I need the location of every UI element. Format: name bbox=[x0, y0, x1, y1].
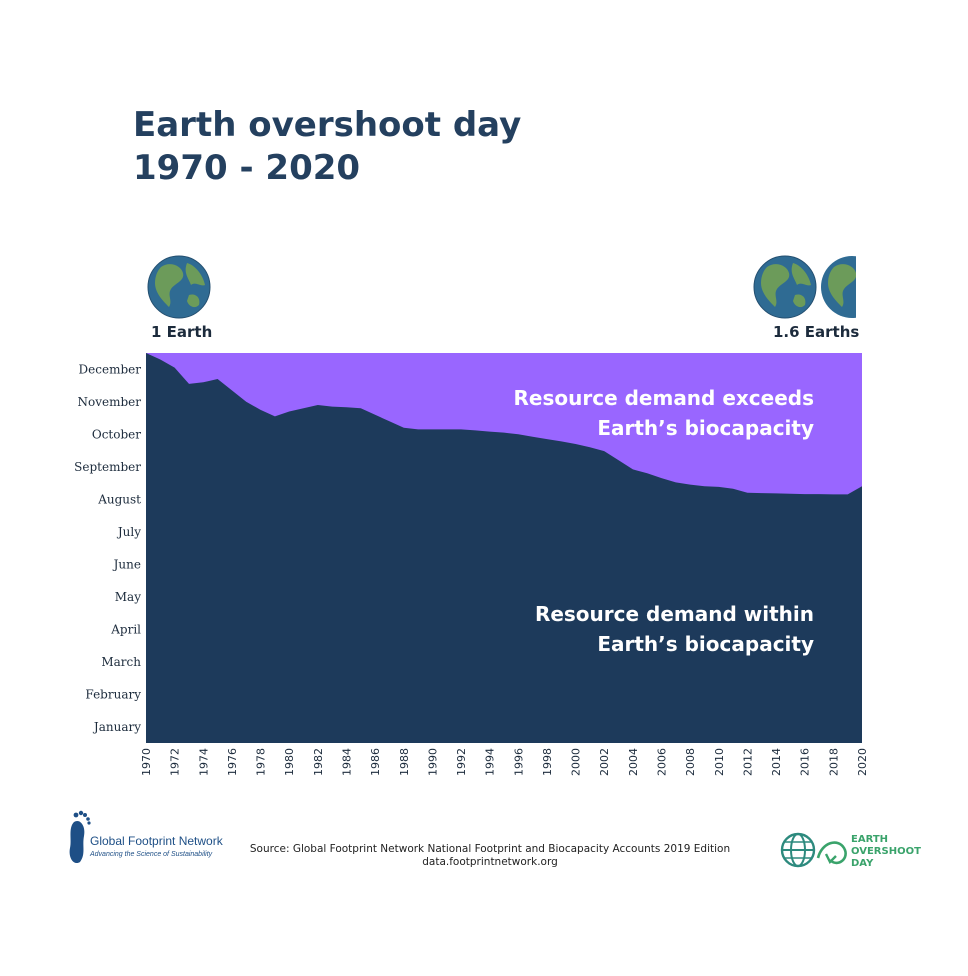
gfn-footprint-icon bbox=[69, 810, 91, 864]
y-tick-may: May bbox=[115, 590, 141, 604]
within-area bbox=[146, 353, 862, 743]
y-tick-september: September bbox=[74, 460, 141, 474]
x-tick-2014: 2014 bbox=[770, 748, 783, 776]
x-tick-1992: 1992 bbox=[455, 748, 468, 776]
x-tick-2010: 2010 bbox=[713, 748, 726, 776]
x-tick-1988: 1988 bbox=[398, 748, 411, 776]
eod-word-3: DAY bbox=[851, 858, 874, 869]
y-axis-labels: January February March April May June July Augu… bbox=[74, 362, 141, 734]
source-line-2: data.footprintnetwork.org bbox=[422, 856, 558, 868]
title-line-1: Earth overshoot day bbox=[133, 105, 522, 145]
x-tick-1974: 1974 bbox=[197, 748, 210, 776]
x-tick-1990: 1990 bbox=[426, 748, 439, 776]
x-tick-2000: 2000 bbox=[570, 748, 583, 776]
x-tick-2018: 2018 bbox=[827, 748, 840, 776]
gfn-logo: Global Footprint Network Advancing the S… bbox=[66, 810, 236, 870]
globe-icon-right-1 bbox=[753, 255, 817, 319]
y-tick-august: August bbox=[97, 492, 141, 506]
annotation-exceeds-line-2: Earth’s biocapacity bbox=[597, 416, 814, 440]
y-tick-july: July bbox=[116, 525, 141, 539]
annotation-exceeds-line-1: Resource demand exceeds bbox=[514, 386, 815, 410]
x-tick-1978: 1978 bbox=[255, 748, 268, 776]
globe-icon-left bbox=[147, 255, 211, 319]
eod-word-1: EARTH bbox=[851, 834, 889, 845]
source-line-1: Source: Global Footprint Network Nationa… bbox=[249, 843, 731, 855]
x-tick-2012: 2012 bbox=[741, 748, 754, 776]
y-tick-february: February bbox=[85, 687, 141, 701]
title-line-2: 1970 - 2020 bbox=[133, 148, 361, 188]
y-tick-april: April bbox=[110, 622, 141, 636]
gfn-tagline: Advancing the Science of Sustainability bbox=[90, 851, 213, 858]
eod-word-2: OVERSHOOT bbox=[851, 846, 921, 857]
annotation-within: Resource demand within Earth’s biocapaci… bbox=[535, 602, 814, 656]
y-tick-october: October bbox=[92, 427, 141, 441]
eod-logo-text: EARTH OVERSHOOT DAY bbox=[851, 834, 921, 870]
globe-label-left: 1 Earth bbox=[151, 323, 213, 341]
annotation-within-line-2: Earth’s biocapacity bbox=[597, 632, 814, 656]
x-axis-labels: 1970 1972 1974 1976 1978 1980 1982 1984 1986 1988… bbox=[140, 748, 869, 776]
x-tick-2020: 2020 bbox=[856, 748, 869, 776]
chart-title: Earth overshoot day 1970 - 2020 bbox=[133, 104, 521, 190]
x-tick-1980: 1980 bbox=[283, 748, 296, 776]
x-tick-1984: 1984 bbox=[341, 748, 354, 776]
x-tick-1970: 1970 bbox=[140, 748, 153, 776]
y-tick-january: January bbox=[92, 720, 141, 734]
x-tick-2016: 2016 bbox=[799, 748, 812, 776]
annotation-exceeds: Resource demand exceeds Earth’s biocapac… bbox=[514, 386, 815, 440]
x-tick-2004: 2004 bbox=[627, 748, 640, 776]
eod-logo: EARTH OVERSHOOT DAY bbox=[778, 829, 938, 879]
source-note: Source: Global Footprint Network Nationa… bbox=[230, 843, 750, 869]
y-tick-december: December bbox=[79, 362, 142, 376]
annotation-within-line-1: Resource demand within bbox=[535, 602, 814, 626]
x-tick-2008: 2008 bbox=[684, 748, 697, 776]
x-tick-1994: 1994 bbox=[484, 748, 497, 776]
x-tick-1996: 1996 bbox=[512, 748, 525, 776]
eod-logo-icon bbox=[780, 832, 847, 868]
x-tick-1986: 1986 bbox=[369, 748, 382, 776]
gfn-name: Global Footprint Network bbox=[90, 834, 223, 848]
x-tick-1972: 1972 bbox=[169, 748, 182, 776]
x-tick-1982: 1982 bbox=[312, 748, 325, 776]
y-tick-march: March bbox=[101, 655, 141, 669]
y-tick-november: November bbox=[77, 395, 141, 409]
globe-icon-right-partial bbox=[821, 256, 856, 318]
x-tick-2002: 2002 bbox=[598, 748, 611, 776]
x-tick-1998: 1998 bbox=[541, 748, 554, 776]
x-tick-1976: 1976 bbox=[226, 748, 239, 776]
x-tick-2006: 2006 bbox=[656, 748, 669, 776]
globe-label-right: 1.6 Earths bbox=[773, 323, 860, 341]
y-tick-june: June bbox=[112, 557, 141, 571]
